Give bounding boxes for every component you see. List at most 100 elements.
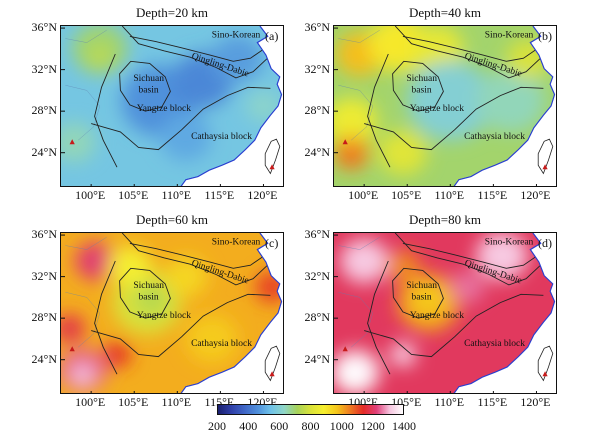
velocity-anomaly [211,35,264,84]
station-marker [342,346,348,352]
taiwan-island [264,138,281,175]
lon-tick-label: 105°E [118,395,149,409]
velocity-anomaly [407,61,494,141]
yangtze-cathaysia-boundary [91,86,271,151]
velocity-anomaly [476,233,528,280]
sichuan-basin-outline [392,60,444,112]
panel-title: Depth=80 km [409,212,481,227]
yangtze-cathaysia-boundary [91,293,271,358]
yangtze-cathaysia-boundary [364,293,544,358]
map-plot-area: Sino-Korean Qingling-Dabie Sichuan basin Yan… [60,232,284,394]
colorbar-tick-label: 800 [301,419,320,433]
map-plot-area: Sino-Korean Qingling-Dabie Sichuan basin Yan… [333,232,557,394]
station-marker [542,164,548,170]
velocity-anomaly [71,364,94,386]
lat-tick-label: 36°N [304,227,330,242]
lat-tick-label: 32°N [31,61,57,76]
block-boundary [394,233,542,286]
lon-tick-label: 110°E [434,395,465,409]
velocity-anomaly [134,283,169,316]
lon-tick-label: 115°E [477,395,508,409]
label-sichuan: Sichuan [133,281,164,291]
sea-area [454,26,556,186]
velocity-anomaly [450,271,485,303]
anomaly-layer [61,242,283,393]
lat-tick-label: 28°N [31,103,57,118]
panel-title: Depth=20 km [136,5,208,20]
block-boundary [121,26,269,79]
label-cathaysia-block: Cathaysia block [191,339,252,349]
taiwan-island [537,345,554,382]
lon-tick-label: 115°E [204,188,235,202]
qinling-dabie-belt [402,35,542,62]
lon-tick-label: 120°E [520,395,551,409]
panel-letter: (d) [538,236,552,250]
province-border [65,84,101,141]
anomaly-layer [334,26,550,175]
colorbar-tick-label: 400 [239,419,258,433]
qinling-dabie-belt [129,35,269,62]
label-basin: basin [412,292,432,302]
taiwan-island [264,345,281,382]
label-sino-korean: Sino-Korean [212,30,261,40]
velocity-anomaly [411,26,464,73]
label-cathaysia-block: Cathaysia block [191,132,252,142]
velocity-anomaly [89,47,111,67]
lon-tick-label: 100°E [348,188,379,202]
velocity-anomaly [340,238,389,284]
velocity-map: Sino-KoreanQingling-DabieSichuanbasinYan… [61,233,283,393]
station-marker [269,371,275,377]
province-border [65,291,101,348]
block-boundary [394,26,542,79]
label-cathaysia-block: Cathaysia block [464,132,525,142]
velocity-anomaly [476,69,546,133]
map-panel: Depth=40 km Sino-Korean Qingling-Dabie Sich… [305,5,557,202]
lon-tick-label: 100°E [75,188,106,202]
panel-letter: (a) [265,29,278,43]
label-basin: basin [412,85,432,95]
colorbar-tick-label: 1200 [360,419,385,433]
colorbar-tick-label: 1000 [329,419,354,433]
station-marker [342,139,348,145]
yangtze-cathaysia-boundary [364,86,544,151]
station-marker [69,346,75,352]
taiwan-island [537,138,554,175]
colorbar-gradient [217,404,404,415]
lon-tick-label: 110°E [161,395,192,409]
label-yangtze-block: Yangtze block [410,311,464,321]
sichuan-basin-outline [119,60,171,112]
label-basin: basin [139,292,159,302]
velocity-anomaly [413,285,445,314]
velocity-anomaly [74,242,117,281]
label-sichuan: Sichuan [406,74,437,84]
lon-tick-label: 115°E [477,188,508,202]
velocity-anomaly [390,342,416,367]
colorbar-tick-label: 1400 [392,419,416,433]
label-sichuan: Sichuan [406,281,437,291]
label-basin: basin [139,85,159,95]
sichuan-basin-outline [119,267,171,319]
map-panel: Depth=80 km Sino-Korean Qingling-Dabie Sich… [305,212,557,409]
lat-tick-label: 28°N [304,103,330,118]
lat-tick-label: 36°N [31,227,57,242]
lat-tick-label: 24°N [304,144,330,159]
velocity-anomaly [340,148,362,168]
map-panel: Depth=20 km Sino-Korean Qingling-Dabie Sich… [32,5,284,202]
lat-tick-label: 28°N [31,310,57,325]
velocity-anomaly [378,130,428,175]
lat-tick-label: 28°N [304,310,330,325]
lon-tick-label: 110°E [434,188,465,202]
panel-letter: (b) [538,29,552,43]
lon-tick-label: 105°E [118,188,149,202]
lon-tick-label: 110°E [161,188,192,202]
velocity-anomaly [185,315,238,363]
panel-title: Depth=60 km [136,212,208,227]
coastline [453,233,556,393]
label-yangtze-block: Yangtze block [137,311,191,321]
label-yangtze-block: Yangtze block [410,104,464,114]
western-boundary [94,53,118,168]
panel-title: Depth=40 km [409,5,481,20]
station-marker [69,139,75,145]
lat-tick-label: 24°N [31,351,57,366]
qinling-dabie-belt [129,242,269,269]
